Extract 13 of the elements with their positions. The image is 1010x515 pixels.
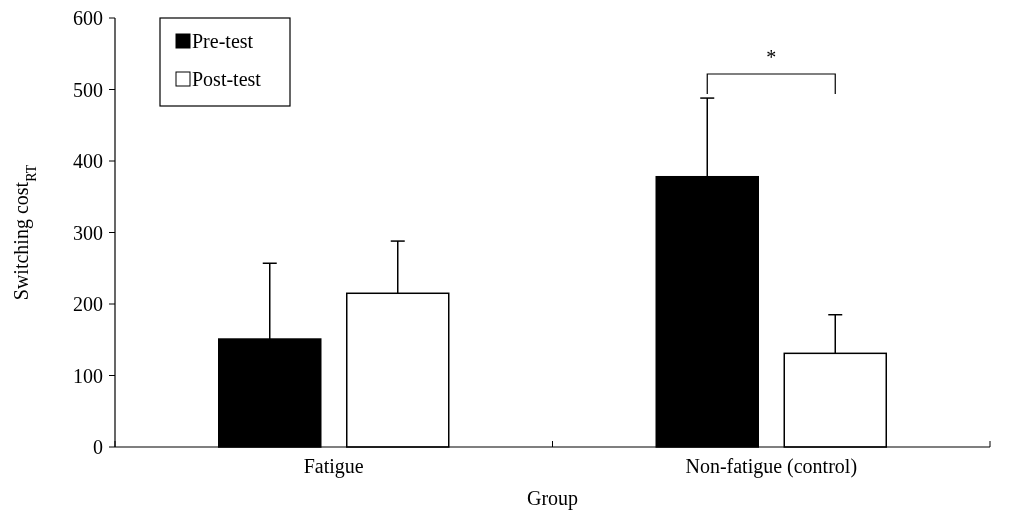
annotation: * xyxy=(766,46,777,68)
y-tick-label: 100 xyxy=(73,364,103,387)
y-tick-label: 500 xyxy=(73,78,103,101)
y-tick-label: 400 xyxy=(73,150,103,172)
x-axis-title: Group xyxy=(526,487,579,510)
y-tick-label: 600 xyxy=(73,7,103,29)
x-tick-label: Fatigue xyxy=(303,455,364,478)
y-tick-label: 0 xyxy=(93,436,103,458)
legend-label: Post-test xyxy=(192,68,262,90)
y-tick-label: 200 xyxy=(73,293,103,315)
y-tick-label: 300 xyxy=(73,221,103,244)
x-tick-label: Non-fatigue (control) xyxy=(685,455,858,478)
legend-label: Pre-test xyxy=(192,30,254,52)
